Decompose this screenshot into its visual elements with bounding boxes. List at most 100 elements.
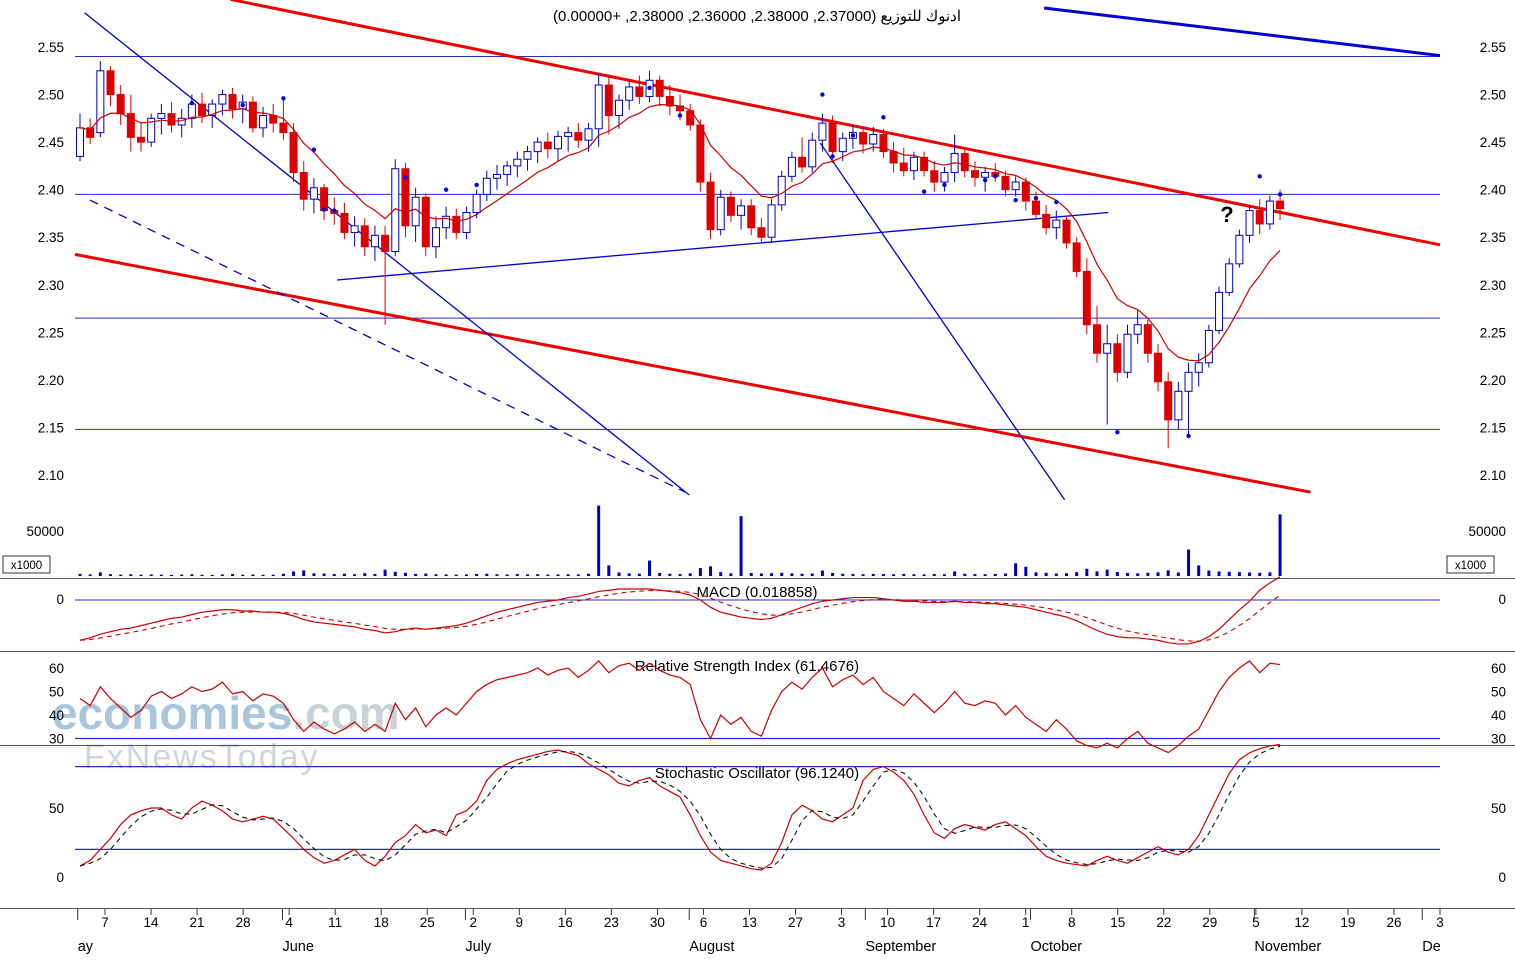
macd-axis-label: 0 — [56, 592, 64, 607]
blue-trendline[interactable] — [84, 12, 690, 496]
rsi-axis-label: 60 — [1491, 661, 1506, 676]
price-axis-label: 2.15 — [1480, 420, 1506, 435]
month-label: De — [1422, 939, 1441, 955]
blue-trendline[interactable] — [89, 199, 686, 493]
price-axis-label: 2.35 — [38, 230, 64, 245]
price-axis-label: 2.10 — [38, 468, 64, 483]
rsi-panel-title: Relative Strength Index (61.4676) — [635, 658, 859, 675]
date-tick-label: 11 — [328, 915, 342, 930]
x1000-badge — [2, 555, 51, 574]
stoch-axis-label: 50 — [49, 801, 64, 816]
x1000-label: x1000 — [1455, 560, 1486, 572]
stoch-axis-label: 0 — [1498, 870, 1506, 885]
date-tick-label: 27 — [788, 915, 803, 930]
price-axis-label: 2.35 — [1480, 230, 1506, 245]
month-label: ay — [78, 939, 94, 955]
date-tick-label: 26 — [1386, 915, 1401, 930]
rsi-axis-label: 40 — [49, 708, 64, 723]
date-tick-label: 3 — [838, 915, 846, 930]
rsi-axis: 60 60 50 50 40 40 30 30 — [49, 661, 1506, 747]
stoch-panel-title: Stochastic Oscillator (96.1240) — [655, 765, 859, 782]
candlestick-series — [76, 61, 1285, 449]
price-axis-label: 2.30 — [1480, 278, 1506, 293]
volume-axis-label: 50000 — [1468, 524, 1506, 539]
price-axis-label: 2.20 — [1480, 373, 1506, 388]
blue-trendline[interactable] — [819, 142, 1066, 501]
volume-bars — [78, 505, 1282, 576]
moving-average-line — [79, 104, 1281, 362]
date-tick-label: 4 — [285, 915, 293, 930]
price-axis-label: 2.30 — [38, 278, 64, 293]
date-tick-label: 21 — [190, 915, 205, 930]
date-tick-label: 1 — [1022, 915, 1030, 930]
rsi-axis-label: 40 — [1491, 708, 1506, 723]
date-tick-label: 5 — [1252, 915, 1260, 930]
price-axis-label: 2.25 — [1480, 325, 1506, 340]
month-label: September — [865, 939, 936, 955]
stochastic-lines — [75, 743, 1440, 871]
volume-axis-label: 50000 — [26, 524, 64, 539]
rsi-axis-label: 30 — [49, 732, 64, 747]
date-tick-label: 13 — [742, 915, 757, 930]
rsi-axis-label: 30 — [1491, 732, 1506, 747]
question-annotation[interactable]: ? — [1220, 202, 1233, 227]
macd-lines — [75, 576, 1440, 645]
date-tick-label: 19 — [1340, 915, 1355, 930]
stoch-axis-label: 0 — [56, 870, 64, 885]
price-axis-label: 2.50 — [38, 88, 64, 103]
rsi-axis-label: 60 — [49, 661, 64, 676]
price-axis-left: 2.55 2.50 2.45 2.40 2.35 2.30 2.25 2.20 2.15 2.10 — [38, 40, 64, 483]
date-tick-label: 3 — [1436, 915, 1444, 930]
price-axis-label: 2.15 — [38, 420, 64, 435]
price-axis-label: 2.55 — [38, 40, 64, 55]
date-tick-label: 18 — [374, 915, 389, 930]
rsi-axis-label: 50 — [1491, 685, 1506, 700]
macd-axis-label: 0 — [1498, 592, 1506, 607]
panel-separators — [0, 578, 1515, 909]
price-axis-label: 2.40 — [1480, 183, 1506, 198]
date-tick-label: 29 — [1202, 915, 1217, 930]
watermark-subtitle: FxNewsToday — [84, 738, 320, 776]
price-axis-label: 2.55 — [1480, 40, 1506, 55]
date-tick-label: 23 — [604, 915, 619, 930]
rsi-axis-label: 50 — [49, 685, 64, 700]
price-axis-label: 2.20 — [38, 373, 64, 388]
red-trendline[interactable] — [230, 0, 1441, 247]
red-trendline[interactable] — [74, 252, 1311, 494]
indicator-dots — [189, 85, 1283, 439]
month-axis: ay June July August September October November… — [77, 909, 1441, 955]
rsi-line — [75, 660, 1440, 754]
stoch-axis: 50 50 0 0 — [49, 801, 1506, 885]
date-tick-label: 17 — [926, 915, 941, 930]
date-tick-label: 15 — [1110, 915, 1125, 930]
chart-title: ادنوك للتوزيع (2.37000, 2.38000, 2.36000… — [553, 8, 961, 25]
trendlines — [74, 0, 1441, 501]
date-tick-label: 16 — [558, 915, 573, 930]
date-tick-label: 25 — [420, 915, 435, 930]
date-tick-label: 2 — [470, 915, 478, 930]
date-tick-label: 7 — [101, 915, 109, 930]
date-tick-label: 28 — [236, 915, 251, 930]
date-axis: 7 14 21 28 4 11 18 25 2 9 16 23 30 6 13 27 3 10 17 24 1 8 15 22… — [101, 909, 1444, 930]
price-axis-label: 2.45 — [38, 135, 64, 150]
x1000-badge — [1446, 555, 1495, 574]
blue-trendline[interactable] — [1043, 6, 1441, 58]
date-tick-label: 6 — [700, 915, 708, 930]
date-tick-label: 9 — [516, 915, 524, 930]
price-axis-label: 2.25 — [38, 325, 64, 340]
price-axis-right: 2.55 2.50 2.45 2.40 2.35 2.30 2.25 2.20 2.15 2.10 — [1480, 40, 1506, 483]
stoch-axis-label: 50 — [1491, 801, 1506, 816]
date-tick-label: 12 — [1294, 915, 1309, 930]
month-label: October — [1031, 939, 1083, 955]
month-label: July — [465, 939, 492, 955]
month-label: November — [1254, 939, 1321, 955]
date-tick-label: 10 — [880, 915, 895, 930]
date-tick-label: 24 — [972, 915, 988, 930]
date-tick-label: 30 — [650, 915, 665, 930]
blue-trendline[interactable] — [337, 211, 1109, 281]
volume-axis: 50000 50000 x1000 x1000 — [2, 524, 1506, 574]
price-axis-label: 2.40 — [38, 183, 64, 198]
